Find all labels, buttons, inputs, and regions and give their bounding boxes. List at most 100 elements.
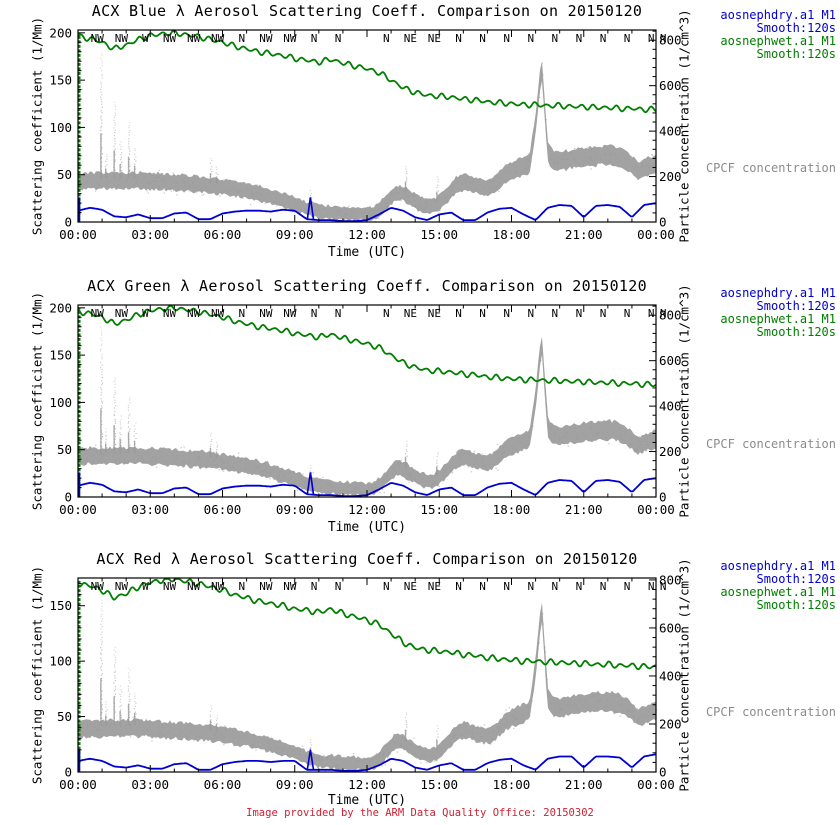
svg-text:NE: NE bbox=[404, 307, 417, 320]
panel3-legend-dry: aosnephdry.a1 M1 bbox=[720, 559, 836, 573]
svg-text:18:00: 18:00 bbox=[493, 227, 531, 242]
panel3-legend-wet-smooth: Smooth:120s bbox=[756, 598, 836, 612]
svg-text:N: N bbox=[576, 580, 583, 593]
svg-text:NE: NE bbox=[428, 580, 441, 593]
svg-text:W: W bbox=[142, 580, 149, 593]
svg-text:NW: NW bbox=[259, 580, 273, 593]
svg-text:N: N bbox=[600, 32, 607, 45]
svg-text:N: N bbox=[479, 580, 486, 593]
svg-text:50: 50 bbox=[57, 442, 72, 457]
svg-text:N: N bbox=[648, 580, 655, 593]
svg-text:NW: NW bbox=[283, 580, 297, 593]
svg-text:NE: NE bbox=[428, 32, 441, 45]
panel1-legend-cpcf: CPCF concentration bbox=[705, 161, 836, 175]
svg-text:00:00: 00:00 bbox=[59, 777, 97, 792]
svg-text:800: 800 bbox=[659, 33, 682, 48]
svg-text:NW: NW bbox=[259, 32, 273, 45]
svg-text:600: 600 bbox=[659, 353, 682, 368]
svg-text:09:00: 09:00 bbox=[276, 227, 314, 242]
svg-text:N: N bbox=[660, 32, 667, 45]
svg-text:N: N bbox=[383, 580, 390, 593]
svg-text:NW: NW bbox=[91, 32, 105, 45]
svg-text:N: N bbox=[383, 307, 390, 320]
svg-text:400: 400 bbox=[659, 399, 682, 414]
svg-text:0: 0 bbox=[659, 215, 667, 230]
panel2-legend-wet-smooth: Smooth:120s bbox=[756, 325, 836, 339]
svg-text:03:00: 03:00 bbox=[131, 227, 169, 242]
svg-text:N: N bbox=[383, 32, 390, 45]
svg-text:NW: NW bbox=[259, 307, 273, 320]
svg-text:NW: NW bbox=[187, 307, 201, 320]
svg-text:N: N bbox=[335, 307, 342, 320]
svg-text:200: 200 bbox=[659, 716, 682, 731]
svg-text:W: W bbox=[142, 32, 149, 45]
svg-text:06:00: 06:00 bbox=[204, 777, 242, 792]
panel3-legend-dry-smooth: Smooth:120s bbox=[756, 572, 836, 586]
svg-text:N: N bbox=[455, 32, 462, 45]
svg-text:0: 0 bbox=[64, 490, 72, 505]
panel1-legend-wet-smooth: Smooth:120s bbox=[756, 47, 836, 61]
svg-text:00:00: 00:00 bbox=[59, 227, 97, 242]
svg-text:200: 200 bbox=[49, 300, 72, 315]
svg-text:NW: NW bbox=[187, 580, 201, 593]
panel1-title: ACX Blue λ Aerosol Scattering Coeff. Com… bbox=[91, 2, 643, 20]
svg-text:NW: NW bbox=[115, 32, 129, 45]
svg-text:400: 400 bbox=[659, 668, 682, 683]
svg-text:NW: NW bbox=[115, 307, 129, 320]
panel2-legend-dry: aosnephdry.a1 M1 bbox=[720, 286, 836, 300]
panel2-left-axis-label: Scattering coefficient (1/Mm) bbox=[29, 291, 45, 511]
svg-text:NW: NW bbox=[163, 32, 177, 45]
svg-text:0: 0 bbox=[659, 490, 667, 505]
svg-text:15:00: 15:00 bbox=[420, 502, 458, 517]
svg-text:150: 150 bbox=[49, 348, 72, 363]
svg-text:N: N bbox=[527, 307, 534, 320]
svg-text:N: N bbox=[455, 580, 462, 593]
svg-text:N: N bbox=[552, 580, 559, 593]
svg-text:NE: NE bbox=[404, 580, 417, 593]
panel2-right-axis-label: Particle concentration (1/cm^3) bbox=[676, 284, 692, 518]
svg-text:200: 200 bbox=[659, 169, 682, 184]
svg-text:00:00: 00:00 bbox=[637, 502, 675, 517]
panel2-legend-wet: aosnephwet.a1 M1 bbox=[720, 312, 836, 326]
svg-text:N: N bbox=[479, 32, 486, 45]
panel2-title: ACX Green λ Aerosol Scattering Coeff. Co… bbox=[87, 277, 647, 295]
svg-text:N: N bbox=[660, 580, 667, 593]
svg-text:N: N bbox=[238, 32, 245, 45]
panel1-right-axis-label: Particle concentration (1/cm^3) bbox=[676, 9, 692, 243]
svg-text:18:00: 18:00 bbox=[493, 777, 531, 792]
svg-text:00:00: 00:00 bbox=[59, 502, 97, 517]
svg-text:N: N bbox=[503, 32, 510, 45]
panel1-legend-dry-smooth: Smooth:120s bbox=[756, 21, 836, 35]
svg-text:150: 150 bbox=[49, 598, 72, 613]
svg-text:N: N bbox=[600, 580, 607, 593]
svg-text:06:00: 06:00 bbox=[204, 227, 242, 242]
panel3-left-axis-label: Scattering coefficient (1/Mm) bbox=[29, 565, 45, 785]
svg-text:06:00: 06:00 bbox=[204, 502, 242, 517]
svg-text:21:00: 21:00 bbox=[565, 777, 603, 792]
svg-text:N: N bbox=[527, 32, 534, 45]
svg-text:N: N bbox=[576, 32, 583, 45]
svg-text:N: N bbox=[311, 580, 318, 593]
svg-text:N: N bbox=[576, 307, 583, 320]
svg-text:600: 600 bbox=[659, 78, 682, 93]
svg-text:21:00: 21:00 bbox=[565, 502, 603, 517]
svg-text:N: N bbox=[552, 307, 559, 320]
svg-text:100: 100 bbox=[49, 395, 72, 410]
svg-text:N: N bbox=[648, 32, 655, 45]
svg-text:NW: NW bbox=[211, 32, 225, 45]
svg-text:N: N bbox=[552, 32, 559, 45]
panel3-x-axis-label: Time (UTC) bbox=[327, 793, 407, 808]
svg-text:N: N bbox=[311, 32, 318, 45]
panel1-legend-wet: aosnephwet.a1 M1 bbox=[720, 34, 836, 48]
svg-text:15:00: 15:00 bbox=[420, 777, 458, 792]
svg-text:200: 200 bbox=[659, 444, 682, 459]
panel1-legend-dry: aosnephdry.a1 M1 bbox=[720, 8, 836, 22]
svg-text:100: 100 bbox=[49, 120, 72, 135]
svg-text:50: 50 bbox=[57, 709, 72, 724]
svg-text:400: 400 bbox=[659, 124, 682, 139]
panel1-x-axis-label: Time (UTC) bbox=[327, 245, 407, 260]
svg-text:18:00: 18:00 bbox=[493, 502, 531, 517]
svg-text:N: N bbox=[624, 32, 631, 45]
